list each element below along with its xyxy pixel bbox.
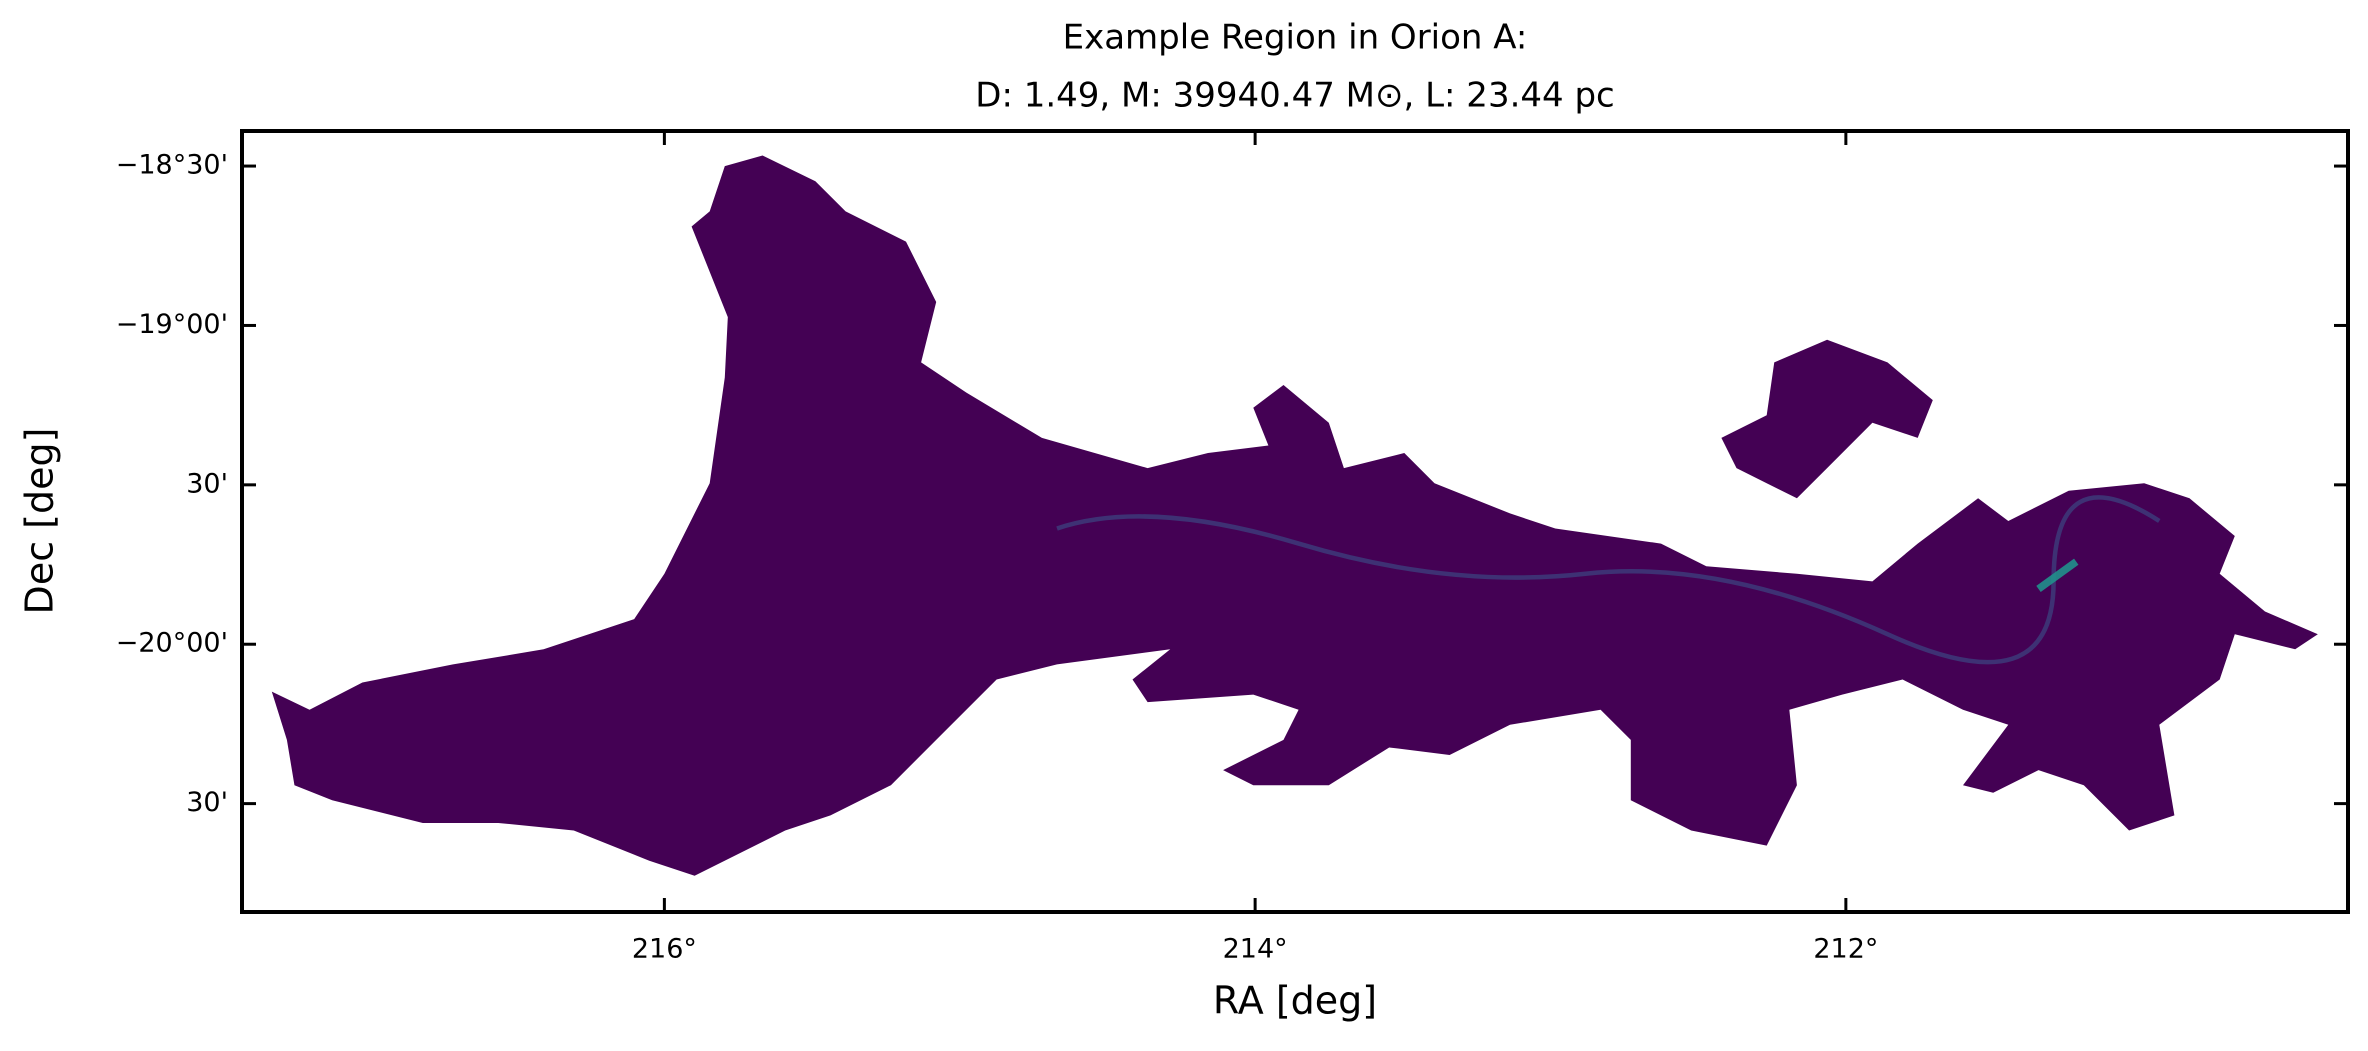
x-tick-label: 214°: [1223, 934, 1288, 965]
y-tick-label: 30': [186, 468, 228, 499]
x-tick-label: 212°: [1813, 934, 1878, 965]
cloud-region: [271, 155, 2318, 876]
chart-subtitle: D: 1.49, M: 39940.47 M⊙, L: 23.44 pc: [975, 76, 1614, 116]
filament: [2036, 558, 2079, 592]
cloud-image: [271, 155, 2318, 876]
axes-frame: [240, 129, 2350, 914]
y-tick-label: 30': [186, 787, 228, 818]
y-tick-label: −20°00': [116, 628, 228, 659]
y-tick-label: −18°30': [116, 150, 228, 181]
x-tick-label: 216°: [632, 934, 697, 965]
chart-title: Example Region in Orion A:: [1063, 18, 1528, 58]
y-axis-label: Dec [deg]: [18, 428, 62, 615]
cloud-region: [1721, 339, 1933, 499]
y-tick-label: −19°00': [116, 309, 228, 340]
x-axis-label: RA [deg]: [1213, 979, 1377, 1023]
